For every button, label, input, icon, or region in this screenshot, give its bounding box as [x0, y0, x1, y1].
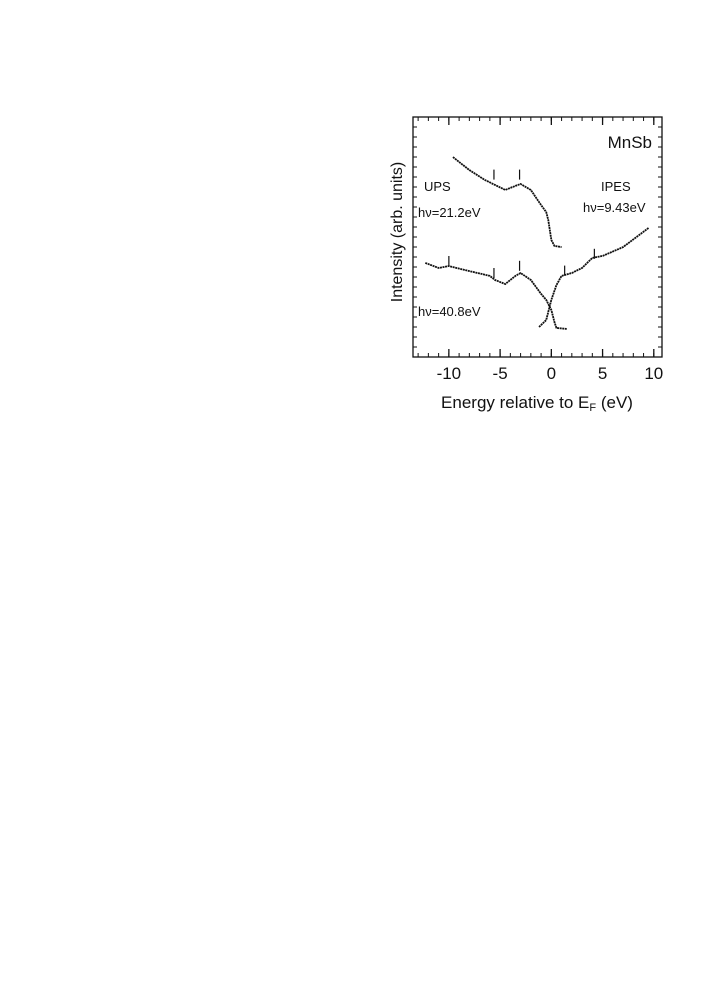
- chart-title: MnSb: [608, 133, 652, 152]
- spectrum-line: [538, 227, 650, 328]
- x-tick-label: 5: [598, 364, 607, 383]
- annotation: hν=40.8eV: [418, 304, 481, 319]
- x-tick-label: 0: [547, 364, 556, 383]
- x-axis-label-subscript: F: [589, 402, 596, 414]
- annotation: hν=21.2eV: [418, 205, 481, 220]
- annotation: UPS: [424, 179, 451, 194]
- plot-frame: [412, 116, 663, 358]
- annotation: hν=9.43eV: [583, 200, 646, 215]
- x-tick-label: -10: [437, 364, 462, 383]
- spectrum-line: [452, 156, 562, 248]
- annotation: IPES: [601, 179, 631, 194]
- x-tick-label: -5: [493, 364, 508, 383]
- x-tick-label: 10: [644, 364, 663, 383]
- x-axis-label-part: (eV): [596, 393, 633, 412]
- x-axis-label: Energy relative to EF (eV): [441, 393, 633, 414]
- y-axis-label: Intensity (arb. units): [389, 162, 406, 303]
- x-axis-label-part: Energy relative to E: [441, 393, 589, 412]
- spectrum-line: [424, 262, 567, 330]
